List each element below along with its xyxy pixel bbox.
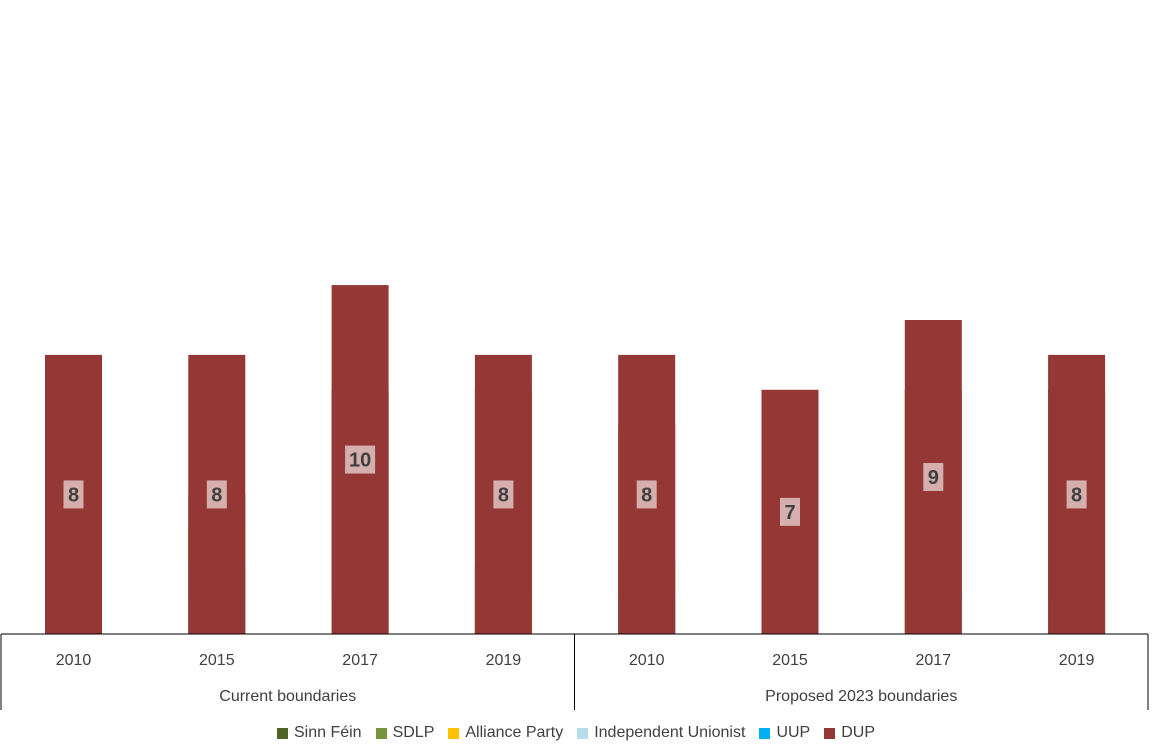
legend-label: SDLP xyxy=(392,724,435,741)
x-tick-label: 2019 xyxy=(486,652,522,669)
data-label-background xyxy=(923,463,944,491)
data-label: 8 xyxy=(498,484,509,506)
legend-item: Independent Unionist xyxy=(577,724,745,742)
data-label: 8 xyxy=(211,484,222,506)
legend-item: SDLP xyxy=(375,724,435,742)
legend-label: Alliance Party xyxy=(465,724,564,741)
x-tick-label: 2015 xyxy=(772,652,808,669)
legend-swatch xyxy=(824,727,836,739)
x-tick-label: 2010 xyxy=(56,652,92,669)
data-label: 10 xyxy=(349,450,371,472)
legend-item: Alliance Party xyxy=(448,724,563,742)
data-label-background xyxy=(493,480,514,509)
chart-legend: Sinn Féin SDLP Alliance Party Independent U… xyxy=(0,720,1152,746)
x-tick-label: 2017 xyxy=(342,652,378,669)
data-label-background xyxy=(636,480,657,509)
x-tick-label: 2015 xyxy=(199,652,235,669)
bars-layer: 531184312871107218621186212771197218 xyxy=(45,285,1106,634)
legend-item: UUP xyxy=(759,724,810,742)
data-label: 8 xyxy=(68,484,79,506)
data-label: 7 xyxy=(784,502,795,524)
legend-label: UUP xyxy=(776,724,811,741)
legend-item: DUP xyxy=(824,724,875,742)
legend-swatch xyxy=(276,727,288,739)
legend-swatch xyxy=(448,727,460,739)
stacked-bar-chart: 531184312871107218621186212771197218 201… xyxy=(0,285,1149,710)
legend-item: Sinn Féin xyxy=(276,724,362,742)
data-label: 8 xyxy=(641,484,652,506)
data-label-background xyxy=(780,497,800,526)
x-tick-label: 2019 xyxy=(1059,652,1095,669)
data-label-background xyxy=(345,445,376,474)
legend-label: Independent Unionist xyxy=(594,724,746,741)
data-label-background xyxy=(206,480,227,509)
legend-label: Sinn Féin xyxy=(293,724,362,741)
legend-label: DUP xyxy=(841,724,875,741)
x-tick-label: 2010 xyxy=(629,652,665,669)
data-label-background xyxy=(63,480,84,509)
legend-swatch xyxy=(759,727,771,739)
legend-swatch xyxy=(375,727,387,739)
group-label: Current boundaries xyxy=(219,688,356,705)
x-tick-label: 2017 xyxy=(916,652,952,669)
data-label: 8 xyxy=(1071,484,1082,506)
legend-swatch xyxy=(577,727,589,739)
group-label: Proposed 2023 boundaries xyxy=(765,688,957,705)
category-axis: 2010 2015 2017 2019 2010 2015 2017 2019 Current … xyxy=(0,633,1149,710)
data-label-background xyxy=(1066,480,1087,509)
data-label: 9 xyxy=(928,467,939,489)
